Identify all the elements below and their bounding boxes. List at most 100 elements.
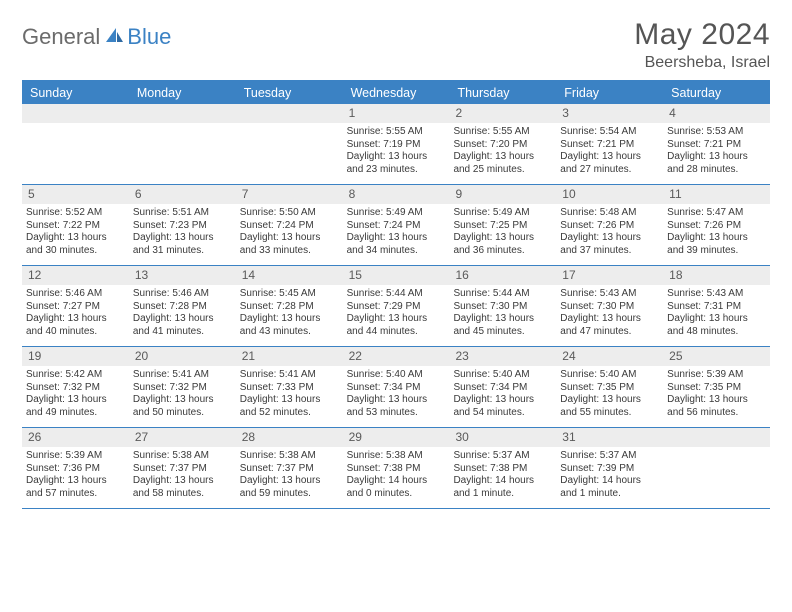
day-cell: 16Sunrise: 5:44 AMSunset: 7:30 PMDayligh…	[449, 266, 556, 346]
day-daylight1: Daylight: 14 hours	[347, 475, 446, 488]
day-number: 31	[556, 428, 663, 447]
day-sunset: Sunset: 7:26 PM	[667, 220, 766, 233]
weekday-header: Monday	[129, 82, 236, 104]
day-number: .	[236, 104, 343, 123]
day-daylight1: Daylight: 13 hours	[347, 313, 446, 326]
day-body: Sunrise: 5:53 AMSunset: 7:21 PMDaylight:…	[663, 125, 770, 180]
day-cell: 23Sunrise: 5:40 AMSunset: 7:34 PMDayligh…	[449, 347, 556, 427]
day-daylight1: Daylight: 13 hours	[667, 313, 766, 326]
day-sunrise: Sunrise: 5:51 AM	[133, 207, 232, 220]
day-body: Sunrise: 5:51 AMSunset: 7:23 PMDaylight:…	[129, 206, 236, 261]
day-cell: 18Sunrise: 5:43 AMSunset: 7:31 PMDayligh…	[663, 266, 770, 346]
day-daylight2: and 40 minutes.	[26, 326, 125, 339]
day-sunset: Sunset: 7:37 PM	[133, 463, 232, 476]
day-daylight1: Daylight: 13 hours	[133, 475, 232, 488]
day-number: 4	[663, 104, 770, 123]
day-sunset: Sunset: 7:27 PM	[26, 301, 125, 314]
day-sunset: Sunset: 7:19 PM	[347, 139, 446, 152]
day-sunset: Sunset: 7:35 PM	[667, 382, 766, 395]
day-daylight2: and 45 minutes.	[453, 326, 552, 339]
day-cell: 27Sunrise: 5:38 AMSunset: 7:37 PMDayligh…	[129, 428, 236, 508]
day-cell: 10Sunrise: 5:48 AMSunset: 7:26 PMDayligh…	[556, 185, 663, 265]
day-daylight2: and 0 minutes.	[347, 488, 446, 501]
day-daylight1: Daylight: 13 hours	[667, 232, 766, 245]
day-cell: 26Sunrise: 5:39 AMSunset: 7:36 PMDayligh…	[22, 428, 129, 508]
day-daylight1: Daylight: 13 hours	[240, 475, 339, 488]
day-daylight1: Daylight: 13 hours	[26, 475, 125, 488]
day-sunset: Sunset: 7:24 PM	[240, 220, 339, 233]
day-sunrise: Sunrise: 5:48 AM	[560, 207, 659, 220]
day-number: .	[129, 104, 236, 123]
day-body: Sunrise: 5:38 AMSunset: 7:38 PMDaylight:…	[343, 449, 450, 504]
day-daylight2: and 44 minutes.	[347, 326, 446, 339]
day-cell: 17Sunrise: 5:43 AMSunset: 7:30 PMDayligh…	[556, 266, 663, 346]
day-number: 2	[449, 104, 556, 123]
week-row: 26Sunrise: 5:39 AMSunset: 7:36 PMDayligh…	[22, 428, 770, 509]
day-number: 24	[556, 347, 663, 366]
day-daylight2: and 1 minute.	[560, 488, 659, 501]
day-sunrise: Sunrise: 5:47 AM	[667, 207, 766, 220]
day-daylight2: and 48 minutes.	[667, 326, 766, 339]
day-number: 12	[22, 266, 129, 285]
header-area: General Blue May 2024 Beersheba, Israel	[22, 18, 770, 72]
logo-sail-icon	[104, 26, 124, 49]
day-sunset: Sunset: 7:33 PM	[240, 382, 339, 395]
day-sunrise: Sunrise: 5:40 AM	[453, 369, 552, 382]
day-daylight1: Daylight: 13 hours	[453, 151, 552, 164]
day-daylight2: and 39 minutes.	[667, 245, 766, 258]
day-daylight1: Daylight: 13 hours	[26, 394, 125, 407]
day-sunset: Sunset: 7:37 PM	[240, 463, 339, 476]
day-body: Sunrise: 5:49 AMSunset: 7:24 PMDaylight:…	[343, 206, 450, 261]
day-sunrise: Sunrise: 5:44 AM	[347, 288, 446, 301]
day-sunrise: Sunrise: 5:41 AM	[240, 369, 339, 382]
day-daylight1: Daylight: 13 hours	[133, 232, 232, 245]
day-sunset: Sunset: 7:32 PM	[133, 382, 232, 395]
day-sunset: Sunset: 7:38 PM	[347, 463, 446, 476]
weekday-header: Sunday	[22, 82, 129, 104]
day-body: Sunrise: 5:46 AMSunset: 7:27 PMDaylight:…	[22, 287, 129, 342]
day-sunrise: Sunrise: 5:46 AM	[26, 288, 125, 301]
week-row: 12Sunrise: 5:46 AMSunset: 7:27 PMDayligh…	[22, 266, 770, 347]
day-sunset: Sunset: 7:32 PM	[26, 382, 125, 395]
day-daylight1: Daylight: 13 hours	[560, 313, 659, 326]
day-number: 23	[449, 347, 556, 366]
day-sunrise: Sunrise: 5:49 AM	[453, 207, 552, 220]
weekday-header: Friday	[556, 82, 663, 104]
calendar: SundayMondayTuesdayWednesdayThursdayFrid…	[22, 80, 770, 509]
day-cell: 15Sunrise: 5:44 AMSunset: 7:29 PMDayligh…	[343, 266, 450, 346]
day-body: Sunrise: 5:42 AMSunset: 7:32 PMDaylight:…	[22, 368, 129, 423]
day-number: 7	[236, 185, 343, 204]
day-daylight1: Daylight: 13 hours	[560, 151, 659, 164]
day-sunrise: Sunrise: 5:46 AM	[133, 288, 232, 301]
day-sunrise: Sunrise: 5:42 AM	[26, 369, 125, 382]
day-sunrise: Sunrise: 5:37 AM	[560, 450, 659, 463]
day-daylight2: and 25 minutes.	[453, 164, 552, 177]
day-daylight2: and 56 minutes.	[667, 407, 766, 420]
day-daylight2: and 37 minutes.	[560, 245, 659, 258]
day-sunrise: Sunrise: 5:55 AM	[347, 126, 446, 139]
day-daylight2: and 54 minutes.	[453, 407, 552, 420]
day-number: 27	[129, 428, 236, 447]
weekday-header: Tuesday	[236, 82, 343, 104]
day-daylight1: Daylight: 13 hours	[240, 232, 339, 245]
day-daylight2: and 49 minutes.	[26, 407, 125, 420]
day-sunset: Sunset: 7:29 PM	[347, 301, 446, 314]
weekday-header: Thursday	[449, 82, 556, 104]
logo: General Blue	[22, 24, 171, 50]
day-sunset: Sunset: 7:30 PM	[453, 301, 552, 314]
day-cell: 19Sunrise: 5:42 AMSunset: 7:32 PMDayligh…	[22, 347, 129, 427]
day-daylight1: Daylight: 13 hours	[240, 394, 339, 407]
day-number: 20	[129, 347, 236, 366]
day-number: 8	[343, 185, 450, 204]
day-daylight2: and 34 minutes.	[347, 245, 446, 258]
day-sunrise: Sunrise: 5:43 AM	[667, 288, 766, 301]
week-row: ...1Sunrise: 5:55 AMSunset: 7:19 PMDayli…	[22, 104, 770, 185]
day-body: Sunrise: 5:55 AMSunset: 7:19 PMDaylight:…	[343, 125, 450, 180]
day-sunrise: Sunrise: 5:43 AM	[560, 288, 659, 301]
month-title: May 2024	[634, 18, 770, 52]
day-cell: 4 Sunrise: 5:53 AMSunset: 7:21 PMDaylight…	[663, 104, 770, 184]
logo-text-general: General	[22, 24, 100, 50]
day-body: Sunrise: 5:39 AMSunset: 7:35 PMDaylight:…	[663, 368, 770, 423]
day-daylight1: Daylight: 13 hours	[240, 313, 339, 326]
day-body: Sunrise: 5:43 AMSunset: 7:31 PMDaylight:…	[663, 287, 770, 342]
